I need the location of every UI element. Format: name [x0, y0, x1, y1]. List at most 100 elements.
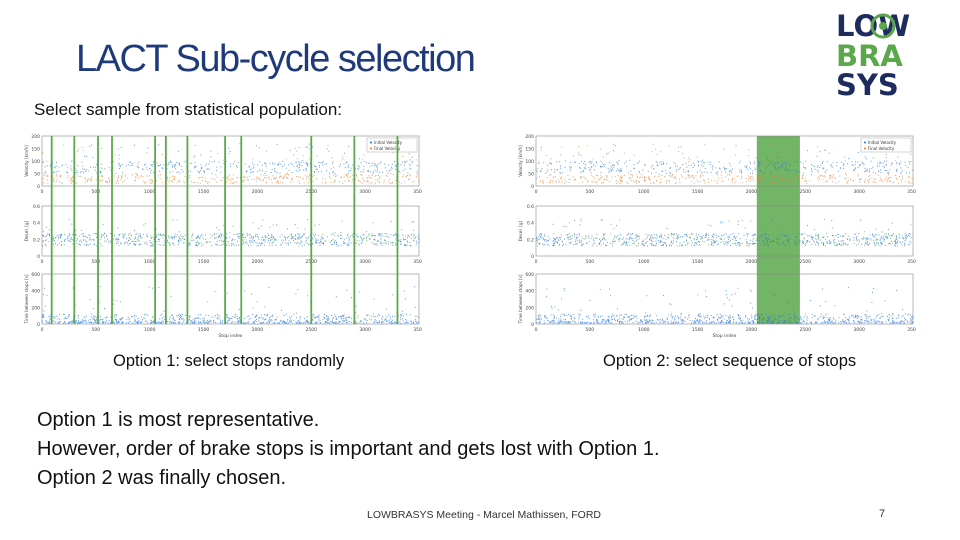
x-tick-label: 3500: [907, 259, 916, 265]
scatter-points: [536, 218, 912, 247]
plot-axes-box: [41, 205, 420, 257]
plot-axes-box: [535, 205, 914, 257]
y-tick-label: 0: [37, 322, 40, 328]
y-axis-label: Decel. [g]: [518, 220, 523, 241]
plot-legend: [366, 137, 418, 153]
x-tick-label: 500: [586, 189, 595, 195]
x-tick-label: 3000: [359, 189, 371, 195]
scatter-points: [536, 287, 914, 324]
x-tick-label: 1500: [692, 259, 704, 265]
x-tick-label: 2000: [252, 189, 264, 195]
y-tick-label: 0.2: [33, 237, 40, 243]
plot-axes-box: [41, 273, 420, 325]
legend-marker-initial: [370, 141, 372, 144]
x-tick-label: 1000: [144, 259, 156, 265]
x-tick-label: 0: [41, 259, 44, 265]
scatter-points: [536, 143, 914, 174]
x-tick-label: 0: [535, 327, 538, 333]
x-tick-label: 3000: [853, 189, 865, 195]
x-tick-label: 3000: [359, 327, 371, 333]
x-tick-label: 0: [535, 259, 538, 265]
x-tick-label: 0: [41, 327, 44, 333]
x-tick-label: 0: [41, 189, 44, 195]
x-tick-label: 2500: [800, 327, 812, 333]
y-tick-label: 200: [525, 305, 534, 311]
x-tick-label: 2000: [746, 327, 758, 333]
x-tick-label: 500: [586, 327, 595, 333]
y-axis-label: Velocity [km/h]: [24, 145, 29, 177]
plot-axes-box: [535, 135, 914, 187]
scatter-points: [42, 143, 420, 184]
y-tick-label: 150: [525, 147, 534, 153]
y-tick-label: 0.4: [33, 221, 40, 227]
x-tick-label: 3500: [907, 327, 916, 333]
x-tick-label: 3500: [413, 259, 422, 265]
x-tick-label: 500: [92, 327, 101, 333]
page-number: 7: [879, 508, 886, 520]
x-tick-label: 1000: [638, 327, 650, 333]
x-tick-label: 2000: [746, 259, 758, 265]
x-tick-label: 3500: [413, 327, 422, 333]
scatter-points: [536, 143, 914, 184]
x-tick-label: 1500: [198, 259, 210, 265]
x-tick-label: 2500: [306, 327, 318, 333]
x-tick-label: 1500: [692, 189, 704, 195]
y-tick-label: 0.4: [527, 221, 534, 227]
x-tick-label: 3500: [413, 189, 422, 195]
y-tick-label: 400: [31, 289, 40, 295]
plot-legend: [860, 137, 912, 153]
plot-axes-box: [535, 273, 914, 325]
logo-disc-icon: [870, 13, 896, 39]
slide-title: LACT Sub-cycle selection: [76, 38, 476, 80]
logo-line3: SYS: [836, 68, 899, 100]
legend-initial: Initial Velocity: [868, 140, 897, 145]
option1-caption: Option 1: select stops randomly: [113, 352, 345, 370]
y-axis-label: Decel. [g]: [24, 220, 29, 241]
note-line: Option 2 was finally chosen.: [37, 467, 287, 489]
x-tick-label: 1000: [638, 189, 650, 195]
notes-block: Option 1 is most representative. However…: [37, 406, 660, 493]
lowbrasys-logo: LOW BRA SYS: [836, 9, 910, 100]
x-axis-label: Stop index: [713, 333, 737, 339]
y-tick-label: 600: [525, 272, 534, 278]
y-tick-label: 0: [531, 184, 534, 190]
y-tick-label: 100: [525, 159, 534, 165]
y-tick-label: 400: [525, 289, 534, 295]
scatter-points: [536, 218, 913, 247]
y-axis-label: Velocity [km/h]: [518, 145, 523, 177]
y-tick-label: 0: [37, 184, 40, 190]
x-tick-label: 0: [535, 189, 538, 195]
y-tick-label: 200: [31, 134, 40, 140]
scatter-points: [42, 219, 419, 247]
x-tick-label: 500: [92, 189, 101, 195]
y-tick-label: 0.2: [527, 237, 534, 243]
scatter-points: [42, 286, 420, 324]
x-tick-label: 500: [92, 259, 101, 265]
note-line: However, order of brake stops is importa…: [37, 438, 660, 460]
y-tick-label: 200: [31, 305, 40, 311]
x-tick-label: 1000: [144, 327, 156, 333]
slide-subtitle: Select sample from statistical populatio…: [34, 100, 343, 119]
y-tick-label: 50: [34, 172, 40, 178]
logo-line2: BRA: [836, 39, 903, 73]
y-tick-label: 0.6: [33, 204, 40, 210]
y-tick-label: 0: [37, 254, 40, 260]
x-tick-label: 2000: [252, 259, 264, 265]
legend-marker-final: [864, 147, 866, 150]
legend-marker-initial: [864, 141, 866, 144]
y-tick-label: 50: [528, 172, 534, 178]
y-tick-label: 200: [525, 134, 534, 140]
x-tick-label: 2500: [800, 189, 812, 195]
x-axis-label: Stop index: [219, 333, 243, 339]
y-tick-label: 0: [531, 254, 534, 260]
y-tick-label: 0: [531, 322, 534, 328]
plot-axes-box: [41, 135, 420, 187]
selected-sequence-band: [756, 136, 800, 324]
x-tick-label: 1500: [692, 327, 704, 333]
y-axis-label: Time between stops [s]: [24, 274, 29, 324]
x-tick-label: 3500: [907, 189, 916, 195]
legend-final: Final Velocity: [868, 146, 895, 151]
y-tick-label: 0.6: [527, 204, 534, 210]
